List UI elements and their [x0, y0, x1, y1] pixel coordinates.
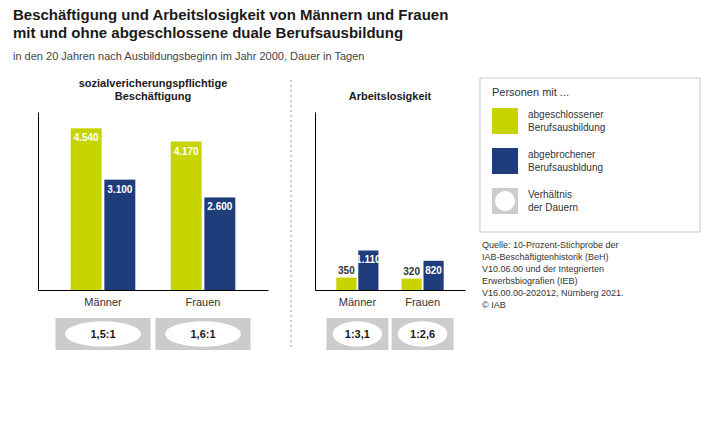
data-label: 820 — [425, 265, 442, 276]
text-line: Berufsausbildung — [528, 122, 605, 133]
bars — [71, 128, 236, 290]
ratio-box — [156, 318, 251, 350]
ratio-annotations: 1,5:1 1,6:1 — [56, 318, 251, 350]
text-line: V10.06.00 und der Integrierten — [482, 264, 604, 274]
ratio-ellipse — [65, 321, 141, 347]
tick: Männer — [84, 296, 122, 308]
text-line: Verhältnis — [528, 189, 572, 200]
data-labels: 4.540 4.170 3.100 2.600 — [74, 132, 233, 212]
x-axis-line — [316, 290, 466, 291]
tick: Männer — [339, 296, 377, 308]
separator — [290, 80, 291, 350]
source: Quelle: 10-Prozent-Stichprobe der IAB-Bes… — [482, 240, 624, 310]
data-label: 320 — [403, 266, 420, 277]
tick-label: Frauen — [405, 296, 440, 308]
panel-title: sozialvericherungspflichtigeBeschäftigun… — [79, 77, 228, 102]
text-line: Berufsausbldung — [528, 162, 603, 173]
data-label: 3.100 — [107, 184, 132, 195]
data-label: 2.600 — [207, 201, 232, 212]
tick-label: Männer — [339, 296, 377, 308]
ratio-box — [326, 318, 388, 350]
panel-title: Arbeitslosigkeit — [349, 90, 432, 102]
subtitle: in den 20 Jahren nach Ausbildungsbeginn … — [13, 50, 364, 62]
legend: Personen mit ... abgeschlossener Berufsaus… — [480, 78, 700, 232]
text-line: sozialvericherungspflichtige — [79, 77, 228, 89]
text-line: mit und ohne abgeschlossene duale Berufs… — [13, 24, 403, 41]
data-label: 4.170 — [174, 146, 199, 157]
ratio-box — [56, 318, 151, 350]
x-axis-line — [39, 290, 269, 291]
panel: Arbeitslosigkeit 350 320 1.110 820 Männer Frau… — [316, 90, 466, 350]
bar — [336, 278, 356, 290]
title: Beschäftigung und Arbeitslosigkeit von M… — [13, 6, 448, 41]
ratio-label: 1,6:1 — [190, 328, 215, 340]
tick: Frauen — [186, 296, 221, 308]
tick: Frauen — [405, 296, 440, 308]
bar — [104, 180, 135, 290]
tick-label: Männer — [84, 296, 122, 308]
ratio-ellipse — [165, 321, 241, 347]
text-line: Beschäftigung — [115, 90, 191, 102]
bar — [171, 142, 202, 290]
bar — [204, 197, 235, 290]
legend-swatch — [492, 108, 518, 134]
text-line: IAB-Beschäftigtenhistorik (BeH) — [482, 252, 609, 262]
data-label: 4.540 — [74, 132, 99, 143]
y-axis-line — [38, 113, 39, 291]
bar — [71, 128, 102, 290]
legend-swatch — [492, 148, 518, 174]
y-axis-line — [315, 113, 316, 291]
data-label: 1.110 — [356, 254, 381, 265]
legend-entry: abgebrochener Berufsausbldung — [528, 149, 603, 173]
bars — [336, 250, 443, 290]
ratio-annotations: 1:3,1 1:2,6 — [326, 318, 453, 350]
y-axis — [38, 113, 39, 291]
text-line: Arbeitslosigkeit — [349, 90, 432, 102]
x-axis: Männer Frauen — [316, 291, 466, 308]
data-labels: 350 320 1.110 820 — [338, 254, 442, 276]
text-line: © IAB — [482, 300, 506, 310]
ratio-ellipse — [398, 321, 448, 347]
y-axis — [315, 113, 316, 291]
data-label: 350 — [338, 265, 355, 276]
bar — [402, 279, 422, 290]
legend-entry: abgeschlossener Berufsausbildung — [528, 109, 605, 133]
ratio-label: 1:2,6 — [410, 328, 435, 340]
x-axis: Männer Frauen — [39, 291, 269, 308]
text-line: der Dauern — [528, 202, 578, 213]
panel: sozialvericherungspflichtigeBeschäftigun… — [39, 77, 269, 350]
legend-box — [480, 78, 700, 232]
tick-label: Frauen — [186, 296, 221, 308]
text-line: Quelle: 10-Prozent-Stichprobe der — [482, 240, 619, 250]
ratio-label: 1:3,1 — [345, 328, 370, 340]
legend-title: Personen mit ... — [492, 86, 569, 98]
text-line: abgebrochener — [528, 149, 596, 160]
chart: Beschäftigung und Arbeitslosigkeit von M… — [0, 0, 710, 422]
text-line: V16.00.00-202012, Nürnberg 2021. — [482, 288, 624, 298]
text-line: abgeschlossener — [528, 109, 604, 120]
ratio-ellipse — [333, 321, 383, 347]
legend-swatch-ellipse — [495, 191, 515, 211]
legend-entry: Verhältnis der Dauern — [528, 189, 578, 213]
legend-swatch — [492, 188, 518, 214]
ratio-label: 1,5:1 — [90, 328, 115, 340]
text-line: Beschäftigung und Arbeitslosigkeit von M… — [13, 6, 448, 23]
ratio-box — [392, 318, 454, 350]
bar — [423, 261, 443, 290]
text-line: Erwerbsbiografien (IEB) — [482, 276, 578, 286]
